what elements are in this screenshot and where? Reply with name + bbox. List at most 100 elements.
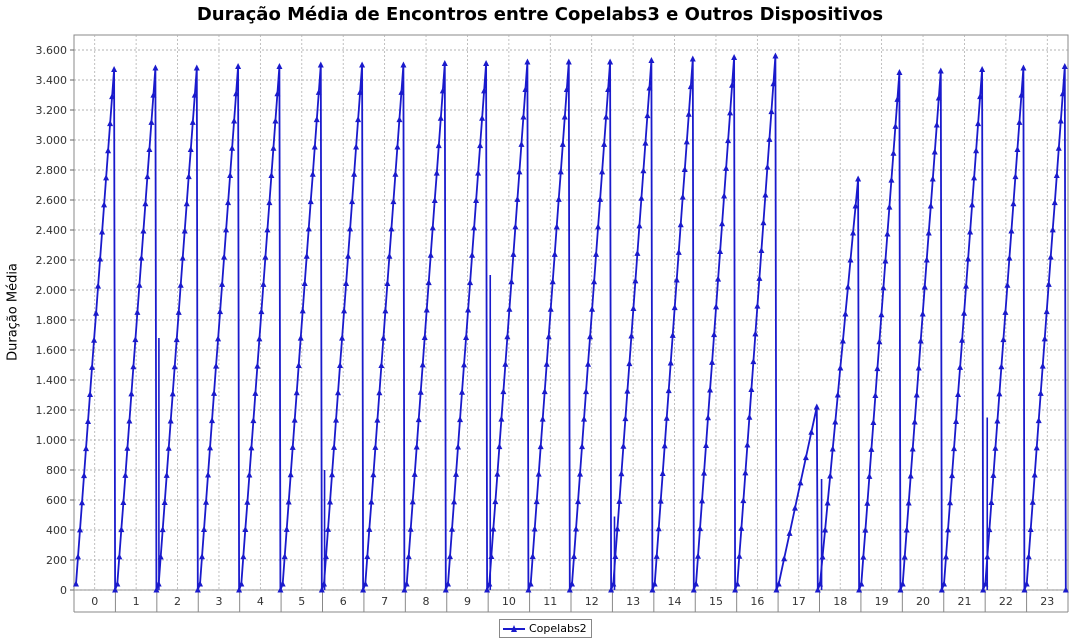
data-point-marker (813, 403, 820, 410)
data-point-marker (217, 308, 224, 315)
data-point-marker (130, 363, 137, 370)
data-point-marker (189, 118, 196, 125)
data-point-marker (85, 418, 92, 425)
y-tick-label: 0 (60, 584, 67, 597)
data-point-marker (349, 198, 356, 205)
data-point-marker (882, 257, 889, 264)
data-point-marker (541, 388, 548, 395)
data-point-marker (847, 256, 854, 263)
data-point-marker (423, 306, 430, 313)
data-point-marker (746, 413, 753, 420)
data-point-marker (1010, 200, 1017, 207)
data-point-marker (955, 390, 962, 397)
data-point-marker (957, 363, 964, 370)
data-point-marker (514, 195, 521, 202)
data-point-marker (246, 471, 253, 478)
data-point-marker (905, 499, 912, 506)
data-point-marker (173, 336, 180, 343)
data-point-marker (311, 143, 318, 150)
data-point-marker (506, 305, 513, 312)
data-point-marker (327, 498, 334, 505)
y-tick-label: 3.000 (36, 134, 68, 147)
data-point-marker (494, 470, 501, 477)
data-point-marker (89, 363, 96, 370)
data-point-marker (477, 142, 484, 149)
data-point-marker (651, 580, 658, 587)
data-point-marker (490, 525, 497, 532)
data-point-marker (608, 586, 615, 593)
data-point-marker (610, 580, 617, 587)
data-point-marker (822, 526, 829, 533)
data-point-marker (878, 311, 885, 318)
data-point-marker (114, 580, 121, 587)
data-point-marker (512, 223, 519, 230)
data-point-marker (874, 365, 881, 372)
data-point-marker (980, 586, 987, 593)
data-point-marker (213, 362, 220, 369)
data-point-marker (378, 361, 385, 368)
data-point-marker (225, 199, 232, 206)
data-point-marker (925, 229, 932, 236)
data-point-marker (1020, 64, 1027, 71)
data-point-marker (535, 470, 542, 477)
x-tick-label: 1 (133, 595, 140, 608)
data-point-marker (1031, 471, 1038, 478)
data-point-marker (866, 472, 873, 479)
data-point-marker (713, 303, 720, 310)
data-point-marker (1039, 362, 1046, 369)
data-point-marker (998, 363, 1005, 370)
data-point-marker (648, 57, 655, 63)
data-point-marker (665, 387, 672, 394)
data-point-marker (850, 229, 857, 236)
data-point-marker (240, 553, 247, 560)
data-point-marker (274, 90, 281, 97)
chart-title: Duração Média de Encontros entre Copelab… (196, 4, 884, 25)
data-point-marker (561, 113, 568, 120)
data-point-marker (673, 276, 680, 283)
data-point-marker (500, 388, 507, 395)
data-point-marker (817, 580, 824, 587)
data-point-marker (291, 416, 298, 423)
x-tick-label: 12 (585, 595, 599, 608)
data-point-marker (91, 336, 98, 343)
data-point-marker (965, 255, 972, 262)
data-point-marker (933, 121, 940, 128)
data-point-marker (537, 443, 544, 450)
data-point-marker (167, 417, 174, 424)
data-point-marker (903, 526, 910, 533)
data-point-marker (1014, 145, 1021, 152)
data-point-marker (1012, 173, 1019, 180)
data-point-marker (975, 120, 982, 127)
data-point-marker (177, 281, 184, 288)
data-point-marker (107, 120, 114, 127)
data-point-marker (163, 471, 170, 478)
data-point-marker (876, 338, 883, 345)
x-tick-label: 13 (626, 595, 640, 608)
data-point-marker (510, 250, 517, 257)
data-point-marker (557, 168, 564, 175)
y-tick-label: 600 (46, 494, 67, 507)
data-point-marker (545, 333, 552, 340)
data-point-marker (683, 138, 690, 145)
data-point-marker (392, 170, 399, 177)
data-point-marker (890, 149, 897, 156)
data-point-marker (856, 586, 863, 593)
data-point-marker (427, 251, 434, 258)
data-point-marker (732, 586, 739, 593)
data-point-marker (238, 580, 245, 587)
data-point-marker (614, 525, 621, 532)
data-point-marker (307, 198, 314, 205)
data-point-marker (986, 526, 993, 533)
data-point-marker (727, 109, 734, 116)
data-point-marker (146, 145, 153, 152)
data-point-marker (616, 497, 623, 504)
data-point-marker (153, 586, 160, 593)
data-point-marker (990, 471, 997, 478)
data-point-marker (599, 168, 606, 175)
y-tick-label: 400 (46, 524, 67, 537)
data-point-marker (321, 580, 328, 587)
data-point-marker (685, 110, 692, 117)
x-tick-label: 10 (502, 595, 516, 608)
data-point-marker (99, 228, 106, 235)
data-point-marker (256, 335, 263, 342)
